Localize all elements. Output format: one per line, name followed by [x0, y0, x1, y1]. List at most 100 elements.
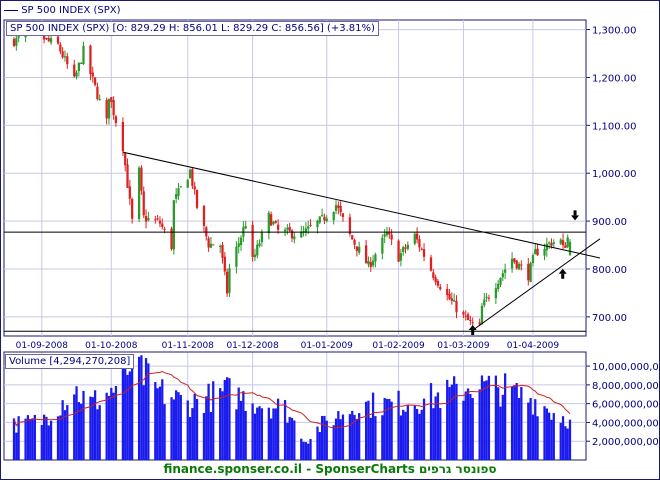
volume-bar [186, 400, 189, 460]
volume-y-tick-label: 4,000,000,000 [592, 418, 660, 429]
candle-body [82, 45, 85, 65]
candle-body [161, 223, 164, 227]
candle-body [91, 72, 94, 77]
candle-body [237, 243, 240, 247]
candle-body [436, 280, 440, 286]
volume-bar [483, 381, 486, 460]
volume-bar [432, 408, 435, 460]
volume-bar [471, 398, 474, 460]
volume-bar [110, 387, 113, 460]
volume-bar [494, 375, 498, 460]
up-arrow-icon [468, 325, 477, 335]
volume-bar [353, 414, 356, 460]
volume-bar [316, 426, 319, 460]
price-panel-legend: SP 500 INDEX (SPX) [O: 829.29 H: 856.01 … [6, 21, 379, 36]
candle-body [286, 227, 289, 230]
candle-body [304, 228, 308, 233]
volume-bar [455, 383, 458, 460]
candle-body [105, 100, 108, 119]
candle-body [290, 230, 294, 239]
volume-bar [221, 391, 224, 460]
candle-body [464, 315, 467, 317]
volume-bar [566, 428, 569, 460]
volume-bar [47, 425, 50, 460]
volume-bar [49, 420, 53, 460]
candle-body [307, 226, 310, 229]
candle-body [283, 229, 287, 232]
candle-body [515, 260, 518, 269]
candle-body [195, 189, 199, 208]
price-axis: 1,300.00 1,200.00 1,100.00 1,000.00 900.00 80… [16, 26, 637, 351]
volume-bar [568, 419, 572, 460]
candle-body [325, 218, 328, 222]
candle-body [114, 116, 118, 124]
candle-body [397, 240, 400, 262]
price-candles [12, 20, 572, 330]
candle-body [415, 233, 419, 240]
candle-body [207, 238, 210, 248]
price-x-tick-label: 01-03-2009 [437, 341, 490, 351]
volume-y-tick-label: 10,000,000,000 [592, 362, 660, 373]
price-y-tick-label: 900.00 [592, 217, 627, 228]
volume-bar [429, 383, 433, 460]
volume-bar [235, 409, 238, 460]
volume-bar [561, 416, 565, 460]
candle-body [332, 211, 335, 221]
candle-body [66, 56, 69, 65]
volume-bar [464, 391, 467, 460]
volume-bar [286, 422, 289, 460]
volume-panel-legend-text: Volume [4,294,270,208] [9, 356, 131, 367]
volume-bar [193, 393, 196, 460]
volume-bar [434, 396, 437, 460]
candle-body [517, 263, 521, 270]
volume-bar [93, 390, 97, 460]
candle-body [429, 257, 433, 271]
candle-body [453, 300, 456, 302]
candle-body [439, 286, 442, 290]
volume-bar [195, 398, 199, 460]
volume-bar [267, 407, 270, 460]
volume-bar [497, 387, 500, 460]
candle-body [73, 64, 76, 77]
candle-body [448, 293, 451, 300]
volume-bar [17, 416, 20, 460]
volume-bar [228, 378, 231, 460]
volume-bar [61, 400, 64, 460]
footer-credit: finance.sponser.co.il - SponserCharts ספ… [163, 462, 497, 476]
candle-body [274, 221, 277, 223]
candle-body [339, 206, 342, 213]
candle-body [499, 277, 502, 285]
candle-body [364, 245, 368, 264]
volume-bar [128, 371, 131, 460]
arrow-head [468, 325, 477, 330]
candle-body [170, 228, 173, 250]
trend-line [122, 151, 601, 259]
candle-body [564, 245, 567, 248]
volume-bar [75, 386, 78, 460]
volume-bar [348, 414, 352, 460]
candle-body [501, 273, 504, 278]
volume-bar [513, 385, 516, 460]
candle-body [126, 164, 129, 188]
volume-bar [205, 396, 208, 460]
candle-body [186, 179, 189, 188]
candle-body [462, 312, 465, 315]
volume-bar [112, 392, 115, 460]
volume-bar [161, 379, 164, 460]
price-panel-legend-text: SP 500 INDEX (SPX) [O: 829.29 H: 856.01 … [10, 23, 375, 34]
candle-body [351, 235, 354, 240]
candle-body [406, 244, 409, 249]
volume-y-tick-label: 6,000,000,000 [592, 400, 660, 411]
candle-body [455, 300, 458, 313]
volume-bar [466, 388, 470, 460]
volume-bar [309, 439, 312, 460]
candle-body [337, 205, 340, 208]
volume-bar [170, 397, 173, 460]
volume-bar [33, 414, 36, 460]
volume-bar [485, 380, 488, 460]
arrow-stem [561, 273, 565, 279]
down-arrow-icon [571, 210, 580, 221]
volume-bar [302, 441, 305, 460]
volume-bar [80, 403, 83, 460]
arrow-head [558, 268, 567, 274]
